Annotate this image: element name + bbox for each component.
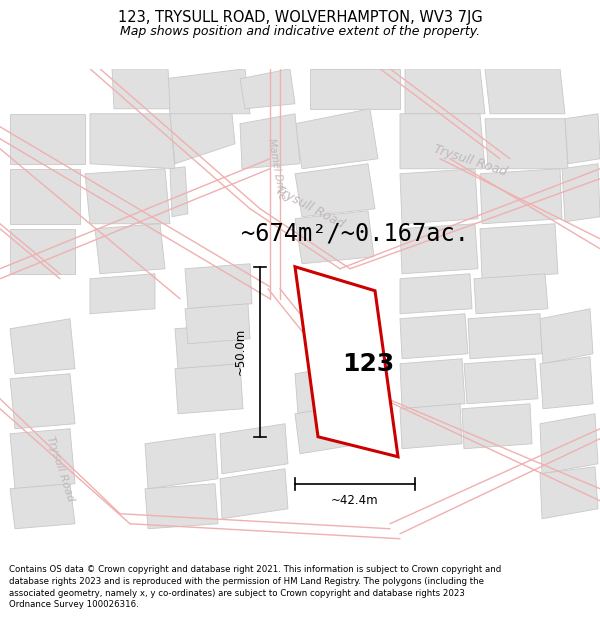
- Polygon shape: [10, 374, 75, 429]
- Polygon shape: [400, 404, 462, 449]
- Polygon shape: [400, 224, 478, 274]
- Text: ~674m²/~0.167ac.: ~674m²/~0.167ac.: [241, 222, 469, 246]
- Polygon shape: [185, 304, 250, 344]
- Polygon shape: [540, 309, 593, 364]
- Polygon shape: [240, 69, 295, 109]
- Polygon shape: [485, 69, 565, 114]
- Polygon shape: [240, 114, 300, 169]
- Polygon shape: [145, 484, 218, 529]
- Polygon shape: [540, 414, 598, 474]
- Polygon shape: [480, 224, 558, 279]
- Polygon shape: [165, 69, 250, 114]
- Polygon shape: [185, 264, 252, 309]
- Text: Mamel Drive: Mamel Drive: [266, 138, 286, 200]
- Polygon shape: [90, 114, 175, 169]
- Polygon shape: [90, 274, 155, 314]
- Polygon shape: [400, 359, 465, 409]
- Text: ~42.4m: ~42.4m: [331, 494, 379, 508]
- Polygon shape: [295, 364, 358, 414]
- Text: Map shows position and indicative extent of the property.: Map shows position and indicative extent…: [120, 25, 480, 38]
- Polygon shape: [295, 109, 378, 169]
- Polygon shape: [480, 169, 562, 224]
- Polygon shape: [540, 357, 593, 409]
- Polygon shape: [10, 484, 75, 529]
- Polygon shape: [295, 267, 398, 457]
- Polygon shape: [474, 274, 548, 314]
- Polygon shape: [310, 69, 400, 109]
- Polygon shape: [220, 424, 288, 474]
- Polygon shape: [10, 169, 80, 224]
- Polygon shape: [95, 224, 165, 274]
- Text: Trysull Road: Trysull Road: [45, 435, 75, 502]
- Text: Trysull Road: Trysull Road: [432, 142, 508, 179]
- Polygon shape: [295, 164, 375, 217]
- Polygon shape: [540, 467, 598, 519]
- Polygon shape: [85, 169, 170, 224]
- Polygon shape: [295, 404, 362, 454]
- Text: ~50.0m: ~50.0m: [233, 328, 247, 376]
- Polygon shape: [485, 119, 568, 169]
- Text: 123, TRYSULL ROAD, WOLVERHAMPTON, WV3 7JG: 123, TRYSULL ROAD, WOLVERHAMPTON, WV3 7J…: [118, 10, 482, 25]
- Polygon shape: [10, 229, 75, 274]
- Polygon shape: [462, 404, 532, 449]
- Polygon shape: [220, 469, 288, 519]
- Polygon shape: [468, 314, 542, 359]
- Polygon shape: [562, 164, 600, 222]
- Polygon shape: [10, 319, 75, 374]
- Text: Contains OS data © Crown copyright and database right 2021. This information is : Contains OS data © Crown copyright and d…: [9, 565, 501, 609]
- Polygon shape: [400, 274, 472, 314]
- Polygon shape: [295, 211, 374, 264]
- Text: Trysull Road: Trysull Road: [273, 183, 347, 231]
- Polygon shape: [10, 114, 85, 164]
- Polygon shape: [400, 114, 485, 169]
- Polygon shape: [464, 359, 538, 404]
- Polygon shape: [400, 169, 478, 224]
- Polygon shape: [10, 429, 75, 489]
- Polygon shape: [170, 94, 235, 164]
- Polygon shape: [405, 69, 485, 114]
- Polygon shape: [112, 69, 170, 109]
- Text: 123: 123: [342, 352, 394, 376]
- Polygon shape: [175, 324, 243, 369]
- Polygon shape: [175, 364, 243, 414]
- Polygon shape: [170, 167, 188, 217]
- Polygon shape: [145, 434, 218, 489]
- Polygon shape: [565, 114, 600, 164]
- Polygon shape: [400, 314, 468, 359]
